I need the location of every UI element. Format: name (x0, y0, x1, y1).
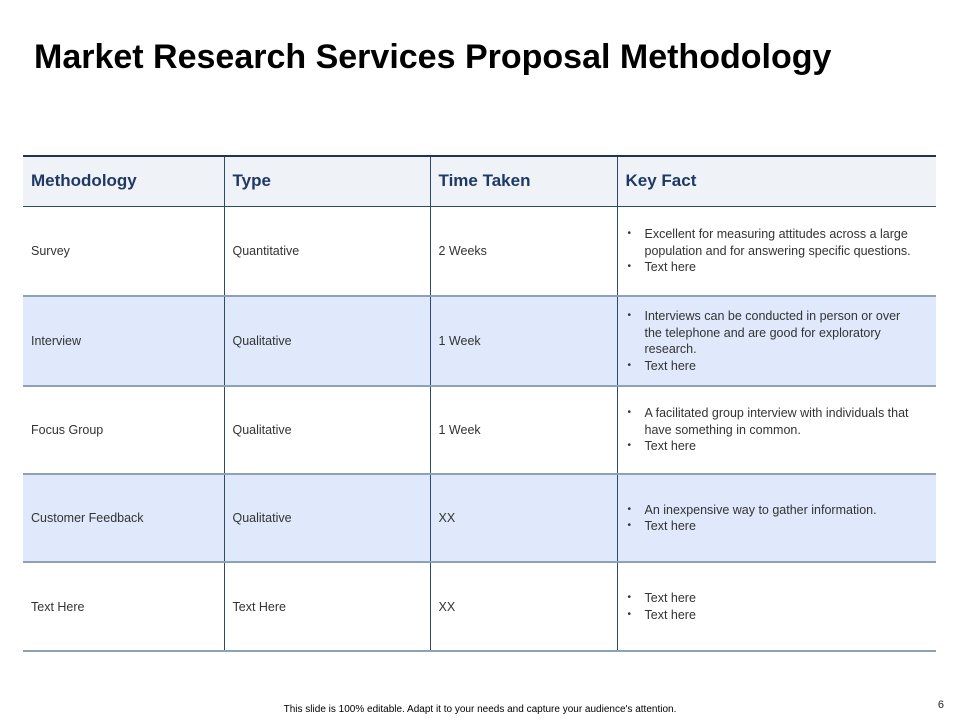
header-key-fact: Key Fact (616, 156, 936, 207)
key-fact-item: Text here (626, 518, 916, 535)
cell-methodology: Survey (23, 206, 224, 297)
key-fact-item: Text here (626, 259, 916, 276)
cell-key-fact: Excellent for measuring attitudes across… (616, 206, 937, 297)
footer-note: This slide is 100% editable. Adapt it to… (283, 704, 677, 715)
cell-key-fact: A facilitated group interview with indiv… (616, 386, 937, 475)
key-fact-list: Excellent for measuring attitudes across… (626, 226, 937, 276)
key-fact-item: Excellent for measuring attitudes across… (626, 226, 916, 259)
key-fact-list: Interviews can be conducted in person or… (626, 308, 937, 374)
key-fact-item: Text here (626, 607, 916, 624)
cell-time: 2 Weeks (429, 206, 617, 297)
header-methodology: Methodology (23, 156, 224, 207)
cell-type: Qualitative (223, 474, 430, 563)
methodology-table: Methodology Type Time Taken Key Fact Sur… (23, 155, 936, 652)
key-fact-item: A facilitated group interview with indiv… (626, 405, 916, 438)
cell-key-fact: Interviews can be conducted in person or… (616, 296, 937, 387)
cell-time: 1 Week (429, 296, 617, 387)
key-fact-item: Text here (626, 358, 916, 375)
header-type: Type (223, 156, 430, 207)
cell-methodology: Customer Feedback (23, 474, 224, 563)
header-time-taken: Time Taken (429, 156, 617, 207)
table-header-row: Methodology Type Time Taken Key Fact (23, 156, 936, 207)
key-fact-list: An inexpensive way to gather information… (626, 502, 937, 535)
key-fact-item: Interviews can be conducted in person or… (626, 308, 916, 358)
cell-time: 1 Week (429, 386, 617, 475)
cell-type: Qualitative (223, 296, 430, 387)
page-number: 6 (937, 699, 944, 711)
cell-type: Quantitative (223, 206, 430, 297)
cell-methodology: Focus Group (23, 386, 224, 475)
key-fact-list: A facilitated group interview with indiv… (626, 405, 937, 455)
key-fact-item: An inexpensive way to gather information… (626, 502, 916, 519)
slide-title: Market Research Services Proposal Method… (34, 38, 832, 76)
cell-key-fact: An inexpensive way to gather information… (616, 474, 937, 563)
cell-time: XX (429, 474, 617, 563)
key-fact-item: Text here (626, 438, 916, 455)
key-fact-item: Text here (626, 590, 916, 607)
cell-time: XX (429, 562, 617, 652)
cell-methodology: Text Here (23, 562, 224, 652)
cell-type: Text Here (223, 562, 430, 652)
cell-type: Qualitative (223, 386, 430, 475)
cell-methodology: Interview (23, 296, 224, 387)
